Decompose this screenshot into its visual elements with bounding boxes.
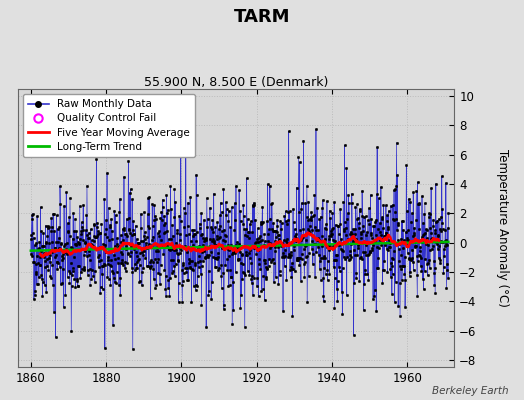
Title: 55.900 N, 8.500 E (Denmark): 55.900 N, 8.500 E (Denmark) [144, 76, 328, 89]
Legend: Raw Monthly Data, Quality Control Fail, Five Year Moving Average, Long-Term Tren: Raw Monthly Data, Quality Control Fail, … [23, 94, 195, 157]
Y-axis label: Temperature Anomaly (°C): Temperature Anomaly (°C) [496, 149, 509, 307]
Text: Berkeley Earth: Berkeley Earth [432, 386, 508, 396]
Text: TARM: TARM [234, 8, 290, 26]
